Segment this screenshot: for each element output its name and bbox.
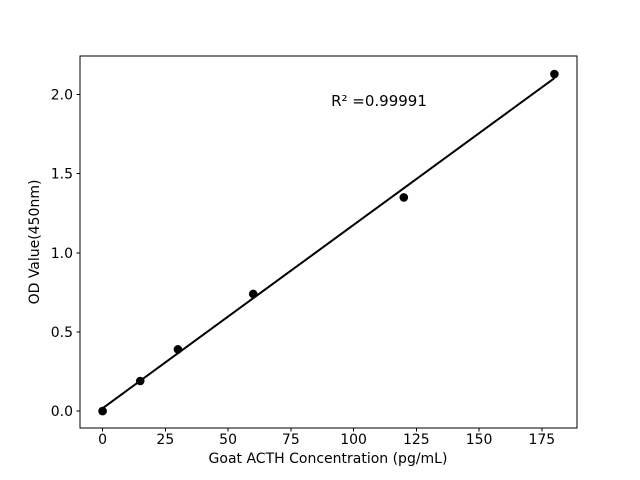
x-tick-label: 25	[156, 432, 174, 448]
plot-border	[79, 55, 578, 429]
y-tick-label: 1.0	[51, 246, 73, 262]
data-point	[98, 406, 107, 416]
r-squared-annotation: R² =0.99991	[331, 92, 427, 110]
data-point	[550, 69, 559, 79]
y-axis-label: OD Value(450nm)	[27, 179, 43, 305]
y-tick-label: 0.5	[51, 325, 73, 341]
fit-line	[102, 77, 555, 410]
y-tick-label: 0.0	[51, 404, 73, 420]
x-tick-label: 150	[466, 432, 493, 448]
x-tick-label: 125	[403, 432, 430, 448]
x-tick-label: 50	[219, 432, 237, 448]
data-point	[135, 376, 145, 386]
x-tick-label: 75	[282, 432, 300, 448]
data-point	[399, 193, 409, 202]
x-tick-label: 0	[98, 432, 107, 448]
y-tick-label: 1.5	[51, 167, 73, 183]
y-tick-label: 2.0	[51, 88, 73, 104]
data-point	[248, 289, 258, 299]
data-point	[173, 345, 183, 354]
x-axis-label: Goat ACTH Concentration (pg/mL)	[208, 451, 448, 467]
x-tick-label: 175	[528, 432, 555, 448]
x-tick-label: 100	[340, 432, 367, 448]
